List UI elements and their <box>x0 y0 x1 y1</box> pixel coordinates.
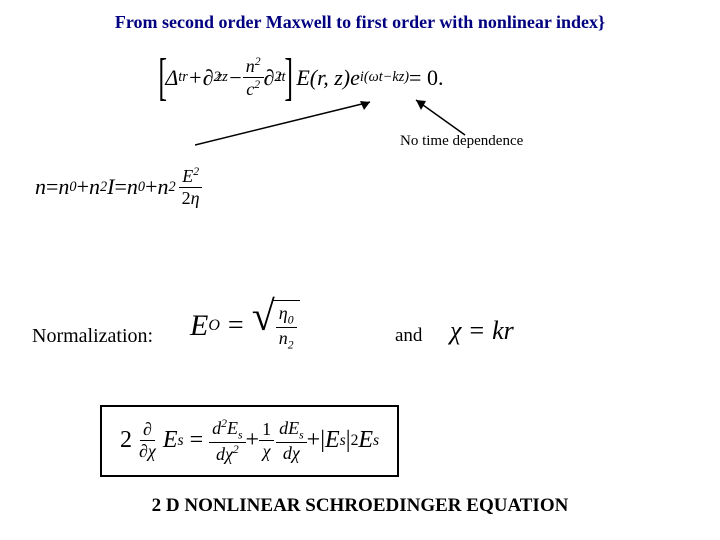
s2: s <box>238 429 243 442</box>
dchi2: dχ <box>283 443 300 463</box>
Es2: E <box>227 418 238 438</box>
frac-de: dEs dχ <box>276 418 307 464</box>
eq: = <box>469 316 484 346</box>
normalization-label: Normalization: <box>32 325 153 348</box>
sup2: 2 <box>255 55 261 68</box>
right-bracket: ] <box>284 57 293 99</box>
n2: n <box>89 174 100 200</box>
frac-eta-n2: η0 n2 <box>276 303 297 351</box>
kr: kr <box>492 316 514 346</box>
exp: i(ωt−kz) <box>360 69 409 86</box>
Es3: E <box>288 418 299 438</box>
I: I <box>107 174 114 200</box>
sqrt: √ η0 n2 <box>252 300 300 351</box>
chi: χ <box>450 316 461 346</box>
chi: χ <box>225 444 233 464</box>
partial: ∂ <box>203 65 214 91</box>
field-e: E <box>296 65 309 91</box>
eq: = <box>190 427 204 454</box>
sub2: 2 <box>288 338 294 351</box>
eta0: η <box>279 303 288 323</box>
n0: n <box>58 174 69 200</box>
n2b: n <box>157 174 168 200</box>
rz: (r, z) <box>310 65 350 91</box>
s: s <box>178 432 184 450</box>
frac-d2e: d2Es dχ2 <box>209 417 245 465</box>
plus: + <box>188 65 203 91</box>
dchi: ∂χ <box>139 441 156 461</box>
n2: n <box>279 328 288 348</box>
equation-index: n = n0 + n2 I = n0 + n2 E2 2η <box>35 165 203 209</box>
eq: = <box>46 174 58 200</box>
n: n <box>246 56 255 76</box>
d: d <box>212 418 221 438</box>
Es5: E <box>358 427 373 454</box>
n: n <box>35 174 46 200</box>
sq2: 2 <box>233 443 239 456</box>
d2: d <box>216 444 225 464</box>
two: 2 <box>182 188 191 208</box>
two: 2 <box>120 427 132 454</box>
partial2: ∂ <box>264 65 275 91</box>
c: c <box>246 79 254 99</box>
sup2b: 2 <box>254 78 260 91</box>
fieldE0: E <box>190 309 208 343</box>
sub0b: 0 <box>138 179 145 196</box>
sq: 2 <box>193 165 199 178</box>
n0b: n <box>127 174 138 200</box>
e: e <box>350 65 360 91</box>
Es4: E <box>325 427 340 454</box>
and-label: and <box>395 325 422 347</box>
plus2: + <box>307 427 321 454</box>
partial: ∂ <box>143 419 152 439</box>
plusb: + <box>145 174 157 200</box>
arrow-to-field <box>195 100 395 150</box>
plus: + <box>246 427 260 454</box>
annotation-no-time: No time dependence <box>400 133 523 150</box>
sub-zz: zz <box>217 69 228 86</box>
fieldE: E <box>182 166 193 186</box>
sub-tr: tr <box>178 69 188 86</box>
equation-nlse-box: 2 ∂ ∂χ Es = d2Es dχ2 + 1 χ dEs dχ + |Es|… <box>100 405 399 477</box>
one: 1 <box>259 419 274 441</box>
laplacian: Δ <box>165 65 178 91</box>
eq2: = <box>114 174 126 200</box>
frac-ddchi: ∂ ∂χ <box>136 419 159 462</box>
eta: η <box>191 188 200 208</box>
s3: s <box>299 429 304 442</box>
eq: = <box>228 310 244 342</box>
left-bracket: [ <box>158 57 167 99</box>
chi2: χ <box>263 441 271 461</box>
d3: d <box>279 418 288 438</box>
subO: O <box>208 317 220 335</box>
s5: s <box>373 432 379 450</box>
frac-e2-2eta: E2 2η <box>179 165 203 209</box>
equation-e0: EO = √ η0 n2 <box>190 300 300 351</box>
slide-title: From second order Maxwell to first order… <box>0 12 720 33</box>
frac-n2c2: n2 c2 <box>243 55 264 100</box>
sub0: 0 <box>69 179 76 196</box>
minus: − <box>228 65 243 91</box>
caption-nlse: 2 D NONLINEAR SCHROEDINGER EQUATION <box>0 495 720 517</box>
equation-wave: [ Δtr + ∂2zz − n2 c2 ∂2tt ] E(r, z)ei(ωt… <box>160 55 443 100</box>
plus: + <box>77 174 89 200</box>
eq0: = 0. <box>409 65 443 91</box>
frac-1chi: 1 χ <box>259 419 274 462</box>
Es: E <box>163 427 178 454</box>
sub0: 0 <box>288 314 294 327</box>
sub2b: 2 <box>168 179 175 196</box>
equation-chi: χ = kr <box>450 316 514 346</box>
